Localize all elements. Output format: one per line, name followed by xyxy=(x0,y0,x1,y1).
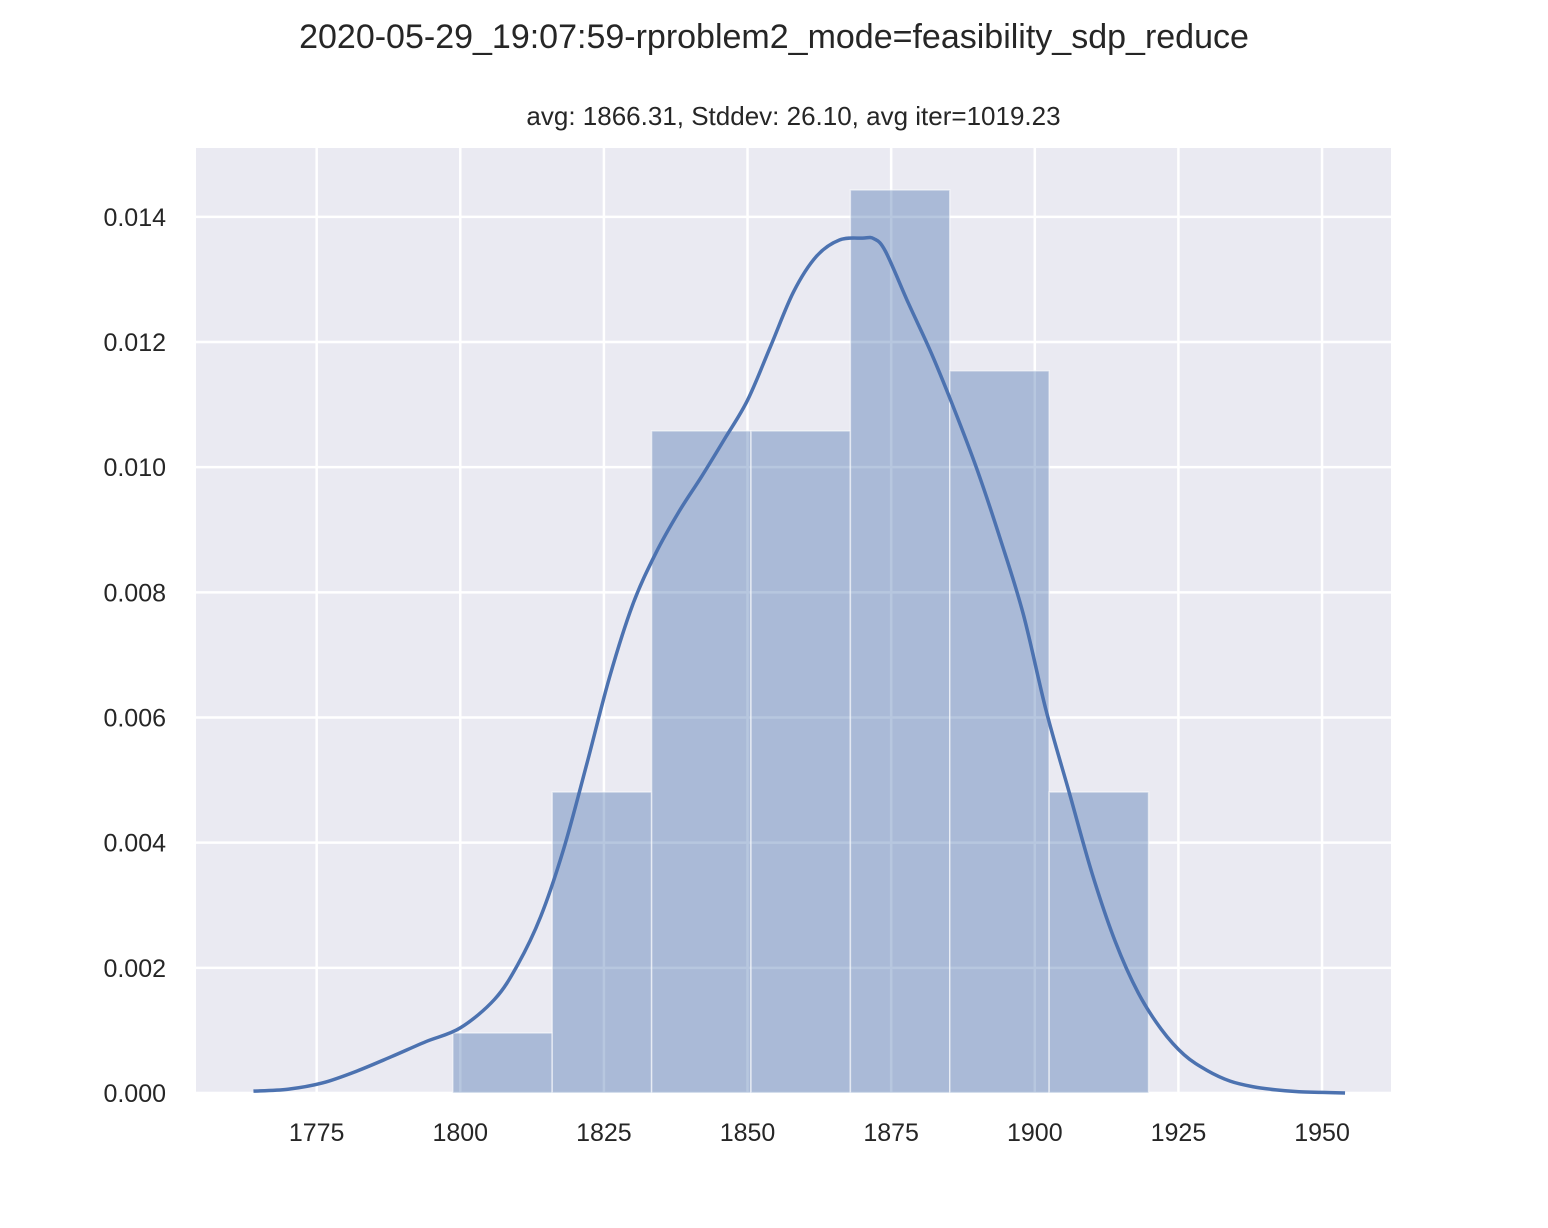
x-tick-label: 1825 xyxy=(576,1119,632,1147)
x-tick-label: 1850 xyxy=(720,1119,776,1147)
x-tick-label: 1925 xyxy=(1151,1119,1207,1147)
histogram-bar xyxy=(750,430,852,1094)
y-tick-label: 0.006 xyxy=(103,705,166,733)
x-tick-label: 1875 xyxy=(863,1119,919,1147)
y-tick-label: 0.012 xyxy=(103,329,166,357)
y-tick-label: 0.004 xyxy=(103,830,166,858)
plot-area-background xyxy=(196,148,1391,1093)
chart-subtitle: avg: 1866.31, Stddev: 26.10, avg iter=10… xyxy=(526,101,1061,131)
y-axis-tick-labels: 0.000 0.002 0.004 0.006 0.008 0.010 0.012 0.014 xyxy=(103,204,166,1108)
histogram-bar xyxy=(452,1032,553,1094)
y-tick-label: 0.008 xyxy=(103,579,166,607)
y-tick-label: 0.002 xyxy=(103,955,166,983)
y-tick-label: 0.014 xyxy=(103,204,166,232)
histogram-bar xyxy=(849,189,951,1094)
histogram-bar xyxy=(1048,791,1150,1094)
y-tick-label: 0.010 xyxy=(103,454,166,482)
kde-curve xyxy=(253,235,1346,1095)
x-tick-label: 1775 xyxy=(289,1119,345,1147)
histogram-bar xyxy=(949,370,1050,1094)
x-axis-tick-labels: 1775 1800 1825 1850 1875 1900 1925 1950 xyxy=(289,1119,1350,1147)
histogram-bars xyxy=(452,189,1150,1094)
x-tick-label: 1800 xyxy=(432,1119,488,1147)
y-tick-label: 0.000 xyxy=(103,1080,166,1108)
x-tick-label: 1900 xyxy=(1007,1119,1063,1147)
histogram-bar xyxy=(551,791,653,1094)
x-tick-label: 1950 xyxy=(1294,1119,1350,1147)
histogram-bar xyxy=(650,430,752,1094)
figure-title: 2020-05-29_19:07:59-rproblem2_mode=feasi… xyxy=(299,18,1249,56)
